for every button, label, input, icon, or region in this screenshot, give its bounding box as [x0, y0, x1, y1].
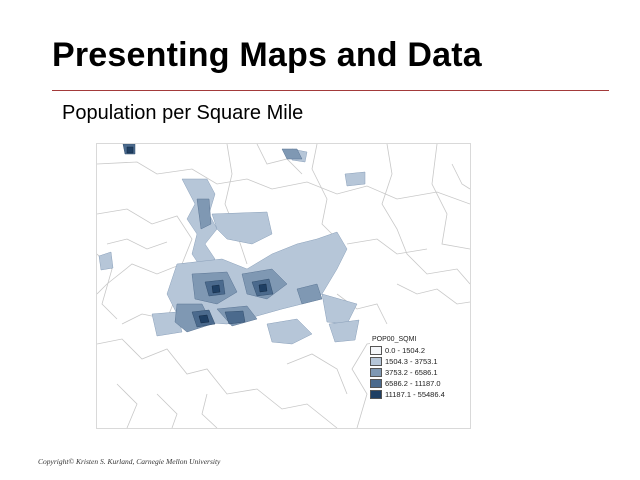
copyright-notice: Copyright© Kristen S. Kurland, Carnegie …	[38, 457, 221, 466]
legend-item: 11187.1 - 55486.4	[370, 389, 470, 400]
legend-label: 11187.1 - 55486.4	[385, 390, 445, 399]
slide-title: Presenting Maps and Data	[52, 36, 482, 74]
title-divider	[52, 90, 609, 91]
legend-label: 0.0 - 1504.2	[385, 346, 426, 355]
map-canvas	[97, 144, 470, 428]
legend-swatch	[370, 357, 382, 366]
legend-item: 3753.2 - 6586.1	[370, 367, 470, 378]
legend-title: POP00_SQMI	[372, 336, 417, 343]
legend-swatch	[370, 346, 382, 355]
legend-item: 0.0 - 1504.2	[370, 345, 470, 356]
legend-label: 6586.2 - 11187.0	[385, 379, 441, 388]
legend-swatch	[370, 390, 382, 399]
legend-item: 6586.2 - 11187.0	[370, 378, 470, 389]
legend-swatch	[370, 379, 382, 388]
map-subtitle: Population per Square Mile	[62, 102, 304, 124]
legend-item: 1504.3 - 3753.1	[370, 356, 470, 367]
map-legend: POP00_SQMI 0.0 - 1504.2 1504.3 - 3753.1 …	[370, 334, 470, 400]
density-class-5-areas	[126, 146, 268, 324]
legend-label: 1504.3 - 3753.1	[385, 357, 438, 366]
legend-label: 3753.2 - 6586.1	[385, 368, 438, 377]
legend-swatch	[370, 368, 382, 377]
population-density-map: POP00_SQMI 0.0 - 1504.2 1504.3 - 3753.1 …	[96, 143, 471, 429]
